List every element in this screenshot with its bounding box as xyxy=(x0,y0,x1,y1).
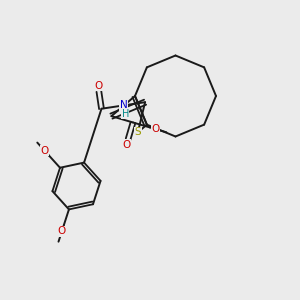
Text: O: O xyxy=(94,81,102,91)
Text: N: N xyxy=(120,100,127,110)
Text: S: S xyxy=(134,127,141,137)
Text: O: O xyxy=(151,124,160,134)
Text: O: O xyxy=(40,146,49,156)
Text: H: H xyxy=(122,109,129,119)
Text: O: O xyxy=(122,140,130,150)
Text: O: O xyxy=(58,226,66,236)
